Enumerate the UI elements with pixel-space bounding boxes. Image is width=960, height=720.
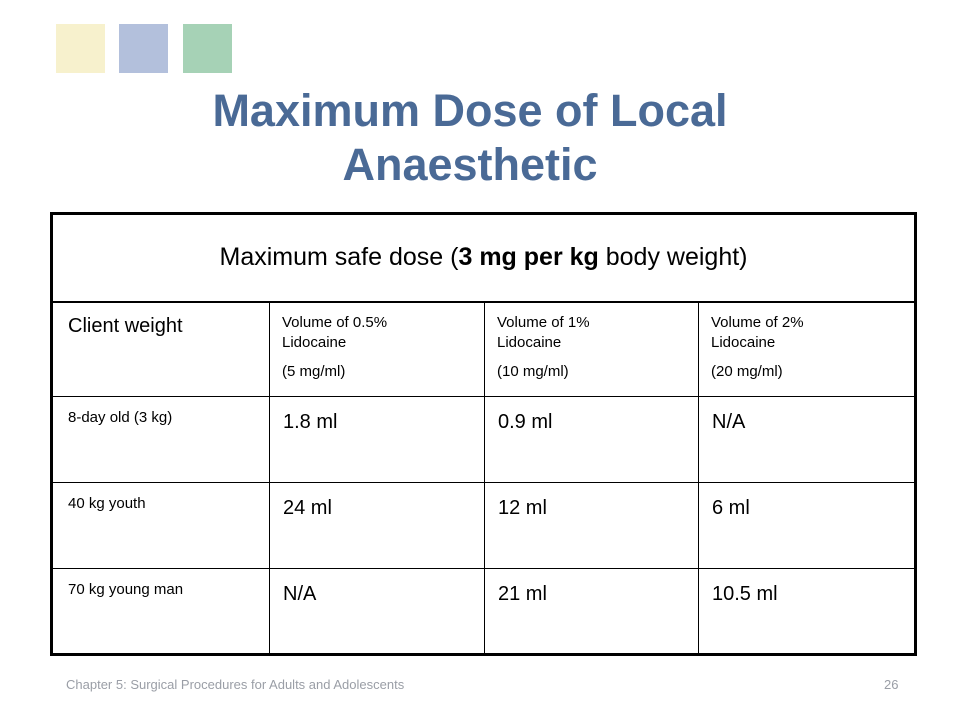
column-header-line2: Lidocaine (282, 333, 347, 351)
table-row: 70 kg young man N/A 21 ml 10.5 ml (51, 568, 916, 655)
table-header-row: Maximum safe dose (3 mg per kg body weig… (51, 213, 916, 303)
column-header-concentration: (20 mg/ml) (711, 362, 783, 380)
table-cell: 1.8 ml (269, 396, 485, 483)
slide-title-line1: Maximum Dose of Local (212, 85, 728, 136)
table-cell: 0.9 ml (484, 396, 699, 483)
table-row: 8-day old (3 kg) 1.8 ml 0.9 ml N/A (51, 396, 916, 483)
column-header-line2: Lidocaine (497, 333, 562, 351)
column-header-line1: Volume of 0.5% (282, 313, 388, 331)
dose-table: Maximum safe dose (3 mg per kg body weig… (50, 212, 917, 656)
header-bold: 3 mg per kg (458, 243, 599, 272)
row-label: 40 kg youth (51, 482, 270, 569)
table-cell: 24 ml (269, 482, 485, 569)
decorative-square-blue (119, 24, 168, 73)
table-row: 40 kg youth 24 ml 12 ml 6 ml (51, 482, 916, 569)
table-cell: 21 ml (484, 568, 699, 655)
column-header-concentration: (10 mg/ml) (497, 362, 569, 380)
column-header-concentration: (5 mg/ml) (282, 362, 346, 380)
page-number: 26 (884, 677, 899, 692)
row-label: 8-day old (3 kg) (51, 396, 270, 483)
table-header: Maximum safe dose (3 mg per kg body weig… (51, 213, 916, 303)
decorative-square-yellow (56, 24, 105, 73)
table-cell: 12 ml (484, 482, 699, 569)
table-cell: 6 ml (698, 482, 916, 569)
column-header-line1: Volume of 1% (497, 313, 590, 331)
header-suffix: body weight) (598, 243, 748, 272)
column-header-line2: Lidocaine (711, 333, 776, 351)
column-header-row: Client weight Volume of 0.5% Lidocaine (… (51, 301, 916, 397)
decorative-square-green (183, 24, 232, 73)
column-header-lidocaine-05: Volume of 0.5% Lidocaine (5 mg/ml) (269, 301, 485, 397)
column-header-client-weight: Client weight (51, 301, 270, 397)
header-prefix: Maximum safe dose ( (219, 243, 459, 272)
table-cell: 10.5 ml (698, 568, 916, 655)
footer-chapter-text: Chapter 5: Surgical Procedures for Adult… (66, 677, 405, 692)
table-cell: N/A (269, 568, 485, 655)
slide-title-line2: Anaesthetic (342, 139, 598, 190)
column-header-lidocaine-2: Volume of 2% Lidocaine (20 mg/ml) (698, 301, 916, 397)
slide-title: Maximum Dose of Local Anaesthetic (150, 84, 790, 192)
column-header-lidocaine-1: Volume of 1% Lidocaine (10 mg/ml) (484, 301, 699, 397)
table-cell: N/A (698, 396, 916, 483)
row-label: 70 kg young man (51, 568, 270, 655)
column-header-line1: Volume of 2% (711, 313, 804, 331)
